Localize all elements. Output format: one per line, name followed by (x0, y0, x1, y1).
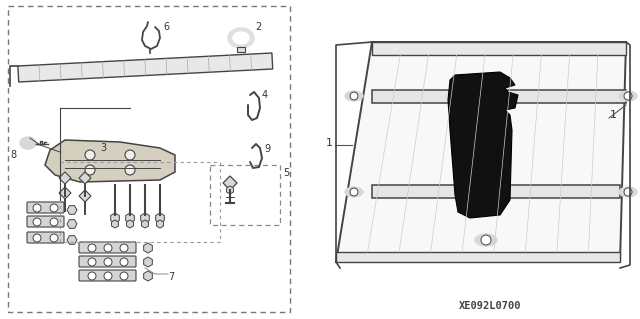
Ellipse shape (475, 234, 497, 246)
Circle shape (624, 92, 632, 100)
Circle shape (120, 258, 128, 266)
Ellipse shape (619, 187, 637, 197)
Circle shape (120, 244, 128, 252)
Circle shape (33, 218, 41, 226)
Polygon shape (372, 185, 620, 198)
Text: 1: 1 (326, 138, 333, 148)
FancyBboxPatch shape (27, 232, 64, 243)
Ellipse shape (345, 91, 363, 101)
Circle shape (624, 188, 632, 196)
Polygon shape (18, 53, 273, 82)
Circle shape (33, 204, 41, 212)
Circle shape (125, 165, 135, 175)
Circle shape (104, 244, 112, 252)
Ellipse shape (20, 137, 36, 149)
Ellipse shape (345, 187, 363, 197)
FancyBboxPatch shape (79, 256, 136, 267)
Text: XE092L0700: XE092L0700 (459, 301, 521, 311)
Polygon shape (79, 190, 91, 202)
Bar (210, 165, 280, 225)
Polygon shape (336, 42, 626, 262)
Circle shape (50, 204, 58, 212)
Circle shape (104, 272, 112, 280)
Circle shape (88, 258, 96, 266)
FancyBboxPatch shape (27, 202, 64, 213)
Text: 8: 8 (10, 150, 16, 160)
Circle shape (85, 150, 95, 160)
Circle shape (350, 92, 358, 100)
Bar (237, 47, 245, 52)
Ellipse shape (228, 28, 254, 48)
Bar (60, 162, 220, 242)
Polygon shape (372, 42, 626, 55)
Polygon shape (448, 72, 518, 218)
FancyBboxPatch shape (79, 270, 136, 281)
Circle shape (88, 244, 96, 252)
Circle shape (85, 165, 95, 175)
Polygon shape (59, 187, 71, 199)
Circle shape (350, 188, 358, 196)
Text: 4: 4 (262, 90, 268, 100)
Text: 9: 9 (264, 144, 270, 154)
Circle shape (104, 258, 112, 266)
Circle shape (125, 150, 135, 160)
Polygon shape (59, 172, 71, 184)
Polygon shape (45, 140, 175, 182)
Circle shape (88, 272, 96, 280)
Polygon shape (336, 252, 620, 262)
Circle shape (50, 234, 58, 242)
Text: 1: 1 (610, 110, 617, 120)
Text: 7: 7 (168, 272, 174, 282)
Circle shape (50, 218, 58, 226)
Polygon shape (79, 172, 91, 184)
Text: 5: 5 (283, 168, 289, 178)
FancyBboxPatch shape (79, 242, 136, 253)
Circle shape (120, 272, 128, 280)
Ellipse shape (619, 91, 637, 101)
Polygon shape (372, 90, 626, 103)
Ellipse shape (233, 32, 249, 44)
FancyBboxPatch shape (27, 216, 64, 227)
Circle shape (481, 235, 491, 245)
Bar (8, 6, 290, 312)
Text: 6: 6 (163, 22, 169, 32)
Polygon shape (223, 176, 237, 190)
Text: 3: 3 (100, 143, 106, 153)
Circle shape (33, 234, 41, 242)
Text: 2: 2 (255, 22, 261, 32)
